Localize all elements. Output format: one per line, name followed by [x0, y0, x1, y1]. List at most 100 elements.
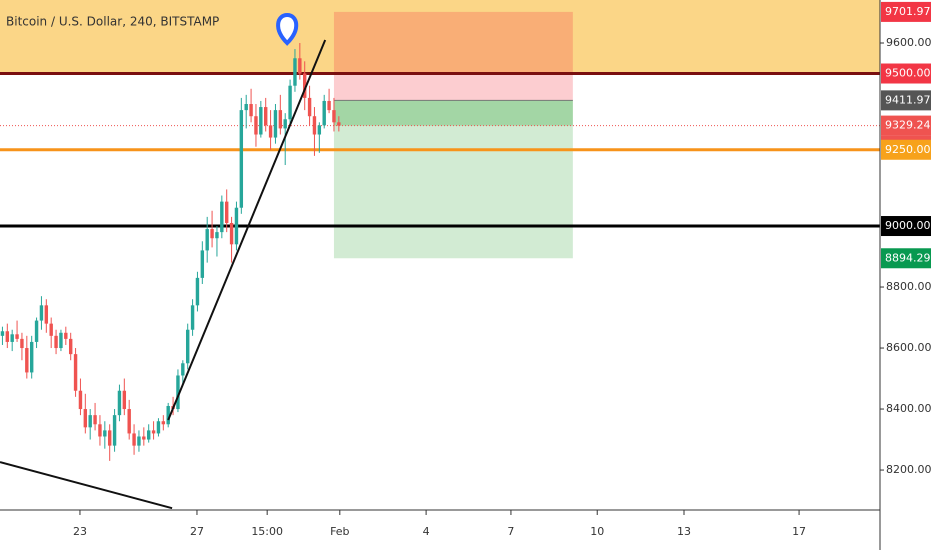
candle-body — [254, 116, 258, 135]
candle-body — [249, 104, 253, 117]
price-label: 9411.97 — [885, 93, 931, 106]
candle-body — [307, 97, 312, 117]
candle-body — [298, 58, 302, 74]
candle-body — [283, 119, 287, 129]
candle-body — [317, 125, 322, 135]
candle-body — [303, 73, 307, 98]
candle-body — [156, 421, 161, 434]
candle-body — [181, 363, 185, 376]
candle-body — [39, 305, 44, 321]
x-tick-label: 17 — [792, 525, 806, 538]
price-label: 9500.00 — [885, 67, 931, 80]
candle-body — [132, 433, 136, 446]
candle-body — [107, 430, 112, 446]
candle-body — [0, 331, 5, 336]
candle-body — [166, 405, 170, 425]
target-zone — [333, 100, 573, 259]
trend-line — [167, 39, 327, 421]
candle-body — [220, 201, 224, 233]
price-label-box — [881, 248, 931, 269]
x-tick-label: Feb — [330, 525, 349, 538]
candle-body — [103, 430, 107, 437]
candle-body — [151, 430, 156, 434]
candle-body — [20, 338, 24, 349]
trend-line — [0, 461, 173, 510]
price-label-box — [881, 139, 931, 160]
candle-body — [59, 332, 63, 349]
candle-body — [44, 305, 49, 324]
candle-body — [93, 415, 97, 425]
candle-body — [312, 116, 317, 135]
y-tick-label: 8200.00 — [886, 463, 932, 476]
candle-body — [327, 100, 331, 111]
candle-body — [117, 390, 122, 416]
candle-body — [234, 207, 239, 245]
marker-pin — [276, 13, 299, 46]
candle-body — [288, 85, 292, 120]
candle-body — [185, 329, 190, 364]
y-tick-label: 9600.00 — [886, 36, 932, 49]
chart-title: Bitcoin / U.S. Dollar, 240, BITSTAMP — [6, 15, 219, 29]
candle-body — [215, 232, 219, 239]
candle-body — [49, 323, 53, 336]
y-tick-label: 8400.00 — [886, 402, 932, 415]
candle-body — [278, 110, 283, 129]
x-tick-label: 7 — [507, 525, 514, 538]
x-tick-label: 10 — [590, 525, 604, 538]
price-label-box — [881, 216, 931, 237]
candle-body — [98, 424, 102, 437]
candle-body — [15, 334, 19, 339]
x-tick-label: 13 — [677, 525, 691, 538]
candle-body — [127, 409, 131, 434]
candle-body — [239, 110, 244, 208]
candle-body — [210, 229, 214, 239]
candle-body — [88, 415, 92, 428]
candle-body — [73, 354, 78, 391]
candle-body — [137, 436, 141, 446]
candle-body — [229, 222, 234, 245]
candle-body — [337, 122, 341, 126]
candle-body — [122, 390, 127, 410]
candle-body — [146, 430, 151, 440]
price-label-box — [881, 1, 931, 22]
y-tick-label: 8800.00 — [886, 280, 932, 293]
candle-body — [54, 335, 58, 349]
candle-body — [29, 341, 34, 373]
price-label-box — [881, 63, 931, 84]
price-label-box — [881, 90, 931, 111]
candle-body — [83, 409, 88, 428]
stop-zone — [333, 11, 573, 101]
candle-body — [10, 334, 14, 342]
candle-body — [68, 338, 73, 355]
candle-body — [176, 375, 180, 410]
x-tick-label: 4 — [423, 525, 430, 538]
x-tick-label: 23 — [73, 525, 87, 538]
price-label-box — [881, 115, 931, 136]
price-label: 9329.24 — [885, 119, 931, 132]
candle-body — [273, 110, 278, 138]
y-tick-label: 8600.00 — [886, 341, 932, 354]
candle-body — [112, 415, 117, 446]
x-tick-label: 27 — [190, 525, 204, 538]
candle-body — [264, 107, 268, 126]
price-label: 8894.29 — [885, 251, 931, 264]
price-label: 9000.00 — [885, 219, 931, 232]
x-tick-label: 15:00 — [251, 525, 283, 538]
open-profit — [333, 100, 573, 126]
candle-body — [268, 125, 273, 138]
candle-body — [259, 107, 263, 135]
candle-body — [322, 100, 326, 126]
candle-body — [64, 332, 68, 339]
resistance-zone — [0, 0, 880, 74]
candle-body — [190, 305, 195, 330]
candle-body — [332, 110, 336, 123]
candle-body — [224, 201, 229, 223]
candle-body — [293, 58, 297, 86]
candle-body — [161, 421, 166, 425]
candle-body — [195, 277, 200, 306]
candle-body — [5, 331, 10, 342]
candle-body — [200, 250, 205, 278]
candle-body — [142, 436, 146, 440]
